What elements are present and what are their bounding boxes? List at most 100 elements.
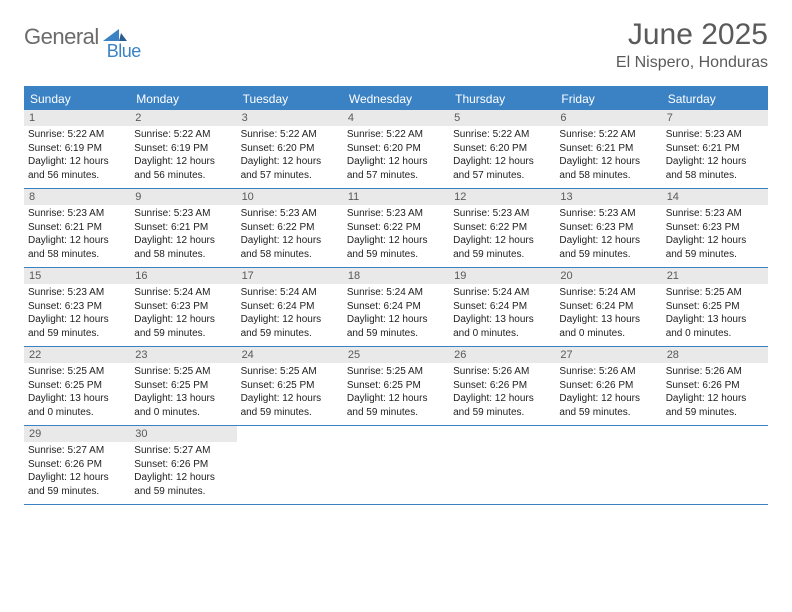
sunrise-line: Sunrise: 5:23 AM bbox=[666, 128, 764, 142]
daylight-line: Daylight: 12 hours and 59 minutes. bbox=[559, 234, 657, 261]
day-number: 19 bbox=[449, 268, 555, 284]
dow-header-wednesday: Wednesday bbox=[343, 88, 449, 110]
day-number: 15 bbox=[24, 268, 130, 284]
day-number: 21 bbox=[662, 268, 768, 284]
day-number: 11 bbox=[343, 189, 449, 205]
day-cell: 10Sunrise: 5:23 AMSunset: 6:22 PMDayligh… bbox=[237, 189, 343, 267]
day-body: Sunrise: 5:22 AMSunset: 6:20 PMDaylight:… bbox=[237, 126, 343, 188]
daylight-line: Daylight: 12 hours and 58 minutes. bbox=[241, 234, 339, 261]
sunrise-line: Sunrise: 5:24 AM bbox=[241, 286, 339, 300]
daylight-line: Daylight: 12 hours and 58 minutes. bbox=[28, 234, 126, 261]
location-subtitle: El Nispero, Honduras bbox=[616, 54, 768, 72]
daylight-line: Daylight: 12 hours and 59 minutes. bbox=[666, 392, 764, 419]
day-body: Sunrise: 5:24 AMSunset: 6:24 PMDaylight:… bbox=[555, 284, 661, 346]
day-body: Sunrise: 5:23 AMSunset: 6:23 PMDaylight:… bbox=[555, 205, 661, 267]
day-cell: 21Sunrise: 5:25 AMSunset: 6:25 PMDayligh… bbox=[662, 268, 768, 346]
sunrise-line: Sunrise: 5:23 AM bbox=[453, 207, 551, 221]
sunrise-line: Sunrise: 5:26 AM bbox=[559, 365, 657, 379]
week-row: 22Sunrise: 5:25 AMSunset: 6:25 PMDayligh… bbox=[24, 347, 768, 426]
sunrise-line: Sunrise: 5:22 AM bbox=[559, 128, 657, 142]
sunset-line: Sunset: 6:25 PM bbox=[347, 379, 445, 393]
day-number: 30 bbox=[130, 426, 236, 442]
day-cell: 6Sunrise: 5:22 AMSunset: 6:21 PMDaylight… bbox=[555, 110, 661, 188]
sunset-line: Sunset: 6:23 PM bbox=[666, 221, 764, 235]
day-cell: 7Sunrise: 5:23 AMSunset: 6:21 PMDaylight… bbox=[662, 110, 768, 188]
sunset-line: Sunset: 6:21 PM bbox=[134, 221, 232, 235]
calendar-grid: SundayMondayTuesdayWednesdayThursdayFrid… bbox=[24, 86, 768, 505]
day-cell: 22Sunrise: 5:25 AMSunset: 6:25 PMDayligh… bbox=[24, 347, 130, 425]
sunset-line: Sunset: 6:20 PM bbox=[241, 142, 339, 156]
day-number: 26 bbox=[449, 347, 555, 363]
daylight-line: Daylight: 12 hours and 59 minutes. bbox=[241, 313, 339, 340]
sunset-line: Sunset: 6:20 PM bbox=[347, 142, 445, 156]
sunset-line: Sunset: 6:20 PM bbox=[453, 142, 551, 156]
day-body: Sunrise: 5:23 AMSunset: 6:21 PMDaylight:… bbox=[24, 205, 130, 267]
day-body: Sunrise: 5:23 AMSunset: 6:22 PMDaylight:… bbox=[449, 205, 555, 267]
sunrise-line: Sunrise: 5:26 AM bbox=[666, 365, 764, 379]
daylight-line: Daylight: 12 hours and 59 minutes. bbox=[134, 313, 232, 340]
day-body: Sunrise: 5:24 AMSunset: 6:24 PMDaylight:… bbox=[449, 284, 555, 346]
daylight-line: Daylight: 12 hours and 56 minutes. bbox=[134, 155, 232, 182]
week-row: 29Sunrise: 5:27 AMSunset: 6:26 PMDayligh… bbox=[24, 426, 768, 505]
header: General Blue June 2025 El Nispero, Hondu… bbox=[24, 18, 768, 72]
day-cell: . bbox=[343, 426, 449, 504]
sunrise-line: Sunrise: 5:23 AM bbox=[347, 207, 445, 221]
sunset-line: Sunset: 6:24 PM bbox=[347, 300, 445, 314]
sunrise-line: Sunrise: 5:27 AM bbox=[28, 444, 126, 458]
daylight-line: Daylight: 12 hours and 59 minutes. bbox=[347, 313, 445, 340]
day-cell: . bbox=[449, 426, 555, 504]
daylight-line: Daylight: 12 hours and 58 minutes. bbox=[666, 155, 764, 182]
day-body: Sunrise: 5:23 AMSunset: 6:23 PMDaylight:… bbox=[24, 284, 130, 346]
day-cell: 4Sunrise: 5:22 AMSunset: 6:20 PMDaylight… bbox=[343, 110, 449, 188]
day-cell: 27Sunrise: 5:26 AMSunset: 6:26 PMDayligh… bbox=[555, 347, 661, 425]
week-row: 8Sunrise: 5:23 AMSunset: 6:21 PMDaylight… bbox=[24, 189, 768, 268]
day-body: Sunrise: 5:25 AMSunset: 6:25 PMDaylight:… bbox=[662, 284, 768, 346]
sunrise-line: Sunrise: 5:23 AM bbox=[134, 207, 232, 221]
day-body: Sunrise: 5:23 AMSunset: 6:22 PMDaylight:… bbox=[343, 205, 449, 267]
day-body: Sunrise: 5:25 AMSunset: 6:25 PMDaylight:… bbox=[24, 363, 130, 425]
daylight-line: Daylight: 12 hours and 59 minutes. bbox=[453, 234, 551, 261]
dow-header-tuesday: Tuesday bbox=[237, 88, 343, 110]
day-body: Sunrise: 5:23 AMSunset: 6:21 PMDaylight:… bbox=[662, 126, 768, 188]
day-number: 13 bbox=[555, 189, 661, 205]
sunrise-line: Sunrise: 5:23 AM bbox=[28, 286, 126, 300]
day-number: 29 bbox=[24, 426, 130, 442]
daylight-line: Daylight: 12 hours and 58 minutes. bbox=[134, 234, 232, 261]
sunset-line: Sunset: 6:26 PM bbox=[666, 379, 764, 393]
sunset-line: Sunset: 6:25 PM bbox=[666, 300, 764, 314]
day-cell: 1Sunrise: 5:22 AMSunset: 6:19 PMDaylight… bbox=[24, 110, 130, 188]
sunset-line: Sunset: 6:26 PM bbox=[28, 458, 126, 472]
day-cell: 18Sunrise: 5:24 AMSunset: 6:24 PMDayligh… bbox=[343, 268, 449, 346]
daylight-line: Daylight: 12 hours and 59 minutes. bbox=[347, 234, 445, 261]
day-number: 2 bbox=[130, 110, 236, 126]
day-cell: 17Sunrise: 5:24 AMSunset: 6:24 PMDayligh… bbox=[237, 268, 343, 346]
daylight-line: Daylight: 13 hours and 0 minutes. bbox=[453, 313, 551, 340]
day-body: Sunrise: 5:26 AMSunset: 6:26 PMDaylight:… bbox=[662, 363, 768, 425]
day-number: 16 bbox=[130, 268, 236, 284]
sunset-line: Sunset: 6:24 PM bbox=[241, 300, 339, 314]
sunset-line: Sunset: 6:25 PM bbox=[134, 379, 232, 393]
month-title: June 2025 bbox=[616, 18, 768, 52]
sunset-line: Sunset: 6:21 PM bbox=[666, 142, 764, 156]
logo-text-general: General bbox=[24, 24, 99, 50]
daylight-line: Daylight: 12 hours and 56 minutes. bbox=[28, 155, 126, 182]
day-body: Sunrise: 5:22 AMSunset: 6:21 PMDaylight:… bbox=[555, 126, 661, 188]
sunrise-line: Sunrise: 5:22 AM bbox=[134, 128, 232, 142]
day-body: Sunrise: 5:26 AMSunset: 6:26 PMDaylight:… bbox=[555, 363, 661, 425]
sunrise-line: Sunrise: 5:24 AM bbox=[559, 286, 657, 300]
daylight-line: Daylight: 12 hours and 59 minutes. bbox=[28, 471, 126, 498]
day-body: Sunrise: 5:24 AMSunset: 6:24 PMDaylight:… bbox=[237, 284, 343, 346]
day-number: 23 bbox=[130, 347, 236, 363]
day-body: Sunrise: 5:25 AMSunset: 6:25 PMDaylight:… bbox=[130, 363, 236, 425]
day-cell: 16Sunrise: 5:24 AMSunset: 6:23 PMDayligh… bbox=[130, 268, 236, 346]
daylight-line: Daylight: 12 hours and 59 minutes. bbox=[28, 313, 126, 340]
daylight-line: Daylight: 12 hours and 57 minutes. bbox=[241, 155, 339, 182]
day-cell: 8Sunrise: 5:23 AMSunset: 6:21 PMDaylight… bbox=[24, 189, 130, 267]
sunset-line: Sunset: 6:21 PM bbox=[559, 142, 657, 156]
sunrise-line: Sunrise: 5:22 AM bbox=[28, 128, 126, 142]
day-cell: 9Sunrise: 5:23 AMSunset: 6:21 PMDaylight… bbox=[130, 189, 236, 267]
weeks-container: 1Sunrise: 5:22 AMSunset: 6:19 PMDaylight… bbox=[24, 110, 768, 505]
day-body: Sunrise: 5:27 AMSunset: 6:26 PMDaylight:… bbox=[24, 442, 130, 504]
day-cell: 5Sunrise: 5:22 AMSunset: 6:20 PMDaylight… bbox=[449, 110, 555, 188]
week-row: 15Sunrise: 5:23 AMSunset: 6:23 PMDayligh… bbox=[24, 268, 768, 347]
